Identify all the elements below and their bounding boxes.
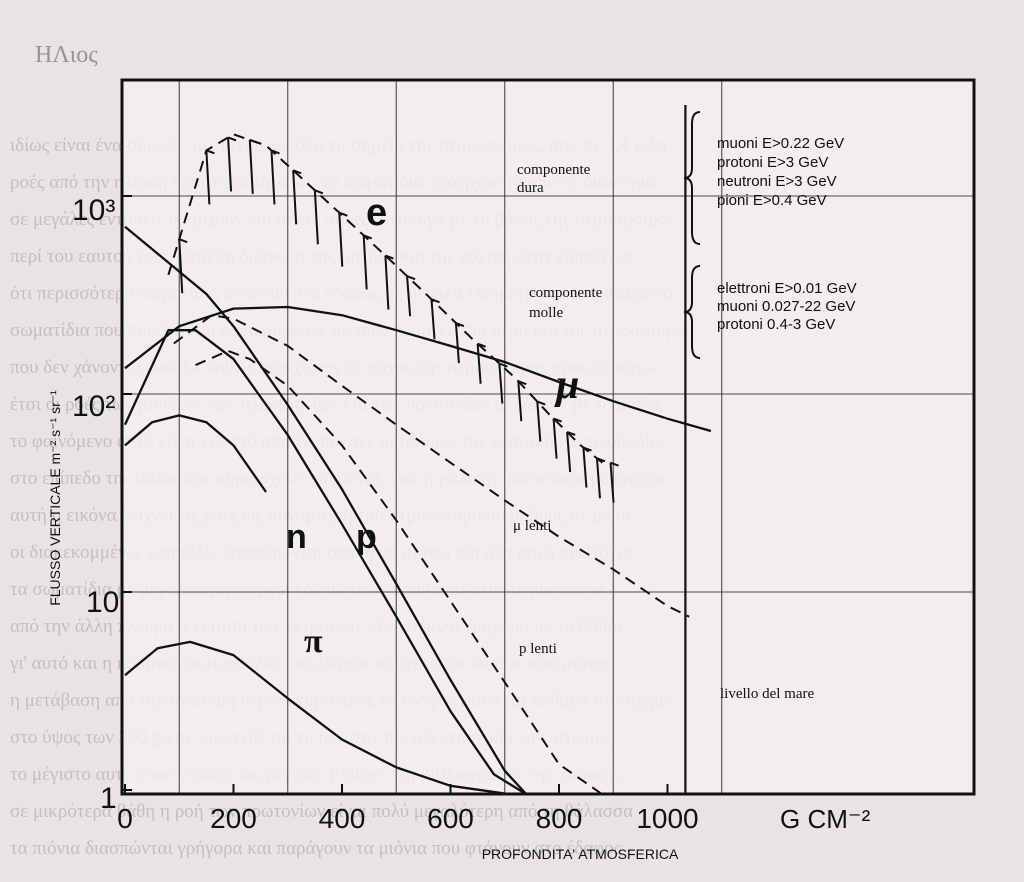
e-hatch-tick xyxy=(338,212,344,267)
e-hatch-cap xyxy=(596,457,606,463)
e-hatch-cap xyxy=(178,238,188,244)
e-hatch-tick xyxy=(476,343,482,384)
series-line-π xyxy=(124,640,538,796)
e-hatch-cap xyxy=(583,446,592,452)
soft-component-item: elettroni E>0.01 GeV xyxy=(717,280,857,297)
e-hatch-tick xyxy=(595,458,601,499)
y-tick-label: 10 xyxy=(86,586,119,619)
e-hatch-tick xyxy=(292,170,298,225)
soft-component-brace xyxy=(683,265,701,359)
hard-component-label: dura xyxy=(517,180,544,196)
e-hatch-tick xyxy=(384,255,390,310)
e-hatch-cap xyxy=(292,169,302,175)
scan-header-text: ΗΛιος xyxy=(35,42,98,68)
e-hatch-cap xyxy=(610,461,619,467)
series-label-mu-lenti: μ lenti xyxy=(513,518,551,534)
axis-labels: 0 200 400 600 800 1000 G CM⁻² 1 10 10² 10³ PROFONDI… xyxy=(47,194,871,862)
series-line-p-upper xyxy=(124,414,267,493)
series-line-n xyxy=(124,225,528,796)
series-label-pi: π xyxy=(304,623,323,660)
x-tick-label: 800 xyxy=(536,803,583,834)
hard-component-item: pioni E>0.4 GeV xyxy=(717,192,827,209)
e-hatch-tick xyxy=(178,239,184,294)
y-axis-title: FLUSSO VERTICALE m⁻² s⁻¹ sr⁻¹ xyxy=(47,390,63,606)
x-tick-label: 400 xyxy=(319,803,366,834)
background-text-line: σε μικρότερα βάθη η ροή των πρωτονίων εί… xyxy=(10,801,634,822)
series-line-μ xyxy=(124,305,712,433)
e-flux-hatch-marks xyxy=(178,136,619,503)
e-hatch-tick xyxy=(454,322,460,364)
e-hatch-tick xyxy=(517,381,523,422)
e-hatch-cap xyxy=(406,275,416,281)
x-unit-label: G CM⁻² xyxy=(780,804,871,834)
component-groups: componente dura muoni E>0.22 GeV protoni E>… xyxy=(517,111,857,359)
series-label-mu: μ xyxy=(554,362,579,408)
y-tick-label: 10³ xyxy=(72,194,115,227)
data-curves xyxy=(123,133,712,796)
x-tick-label: 0 xyxy=(117,803,133,834)
series-label-e: e xyxy=(366,192,387,234)
soft-component-item: muoni 0.027-22 GeV xyxy=(717,298,855,315)
e-hatch-cap xyxy=(477,342,486,348)
e-hatch-cap xyxy=(553,417,562,423)
series-line-μ-lenti xyxy=(173,314,690,618)
hard-component-item: protoni E>3 GeV xyxy=(717,154,828,171)
e-hatch-cap xyxy=(338,211,348,217)
hard-component-label: componente xyxy=(517,162,591,178)
sea-level-label: livello del mare xyxy=(720,686,814,702)
e-hatch-tick xyxy=(498,363,504,404)
soft-component-item: protoni 0.4-3 GeV xyxy=(717,316,835,333)
e-hatch-tick xyxy=(566,431,572,473)
x-tick-label: 1000 xyxy=(636,803,698,834)
series-line-p xyxy=(123,329,528,796)
e-hatch-tick xyxy=(313,190,319,245)
e-hatch-tick xyxy=(227,137,233,192)
series-label-p-lenti: p lenti xyxy=(519,641,557,657)
x-tick-label: 200 xyxy=(210,803,257,834)
hard-component-item: neutroni E>3 GeV xyxy=(717,173,837,190)
e-hatch-tick xyxy=(270,150,276,205)
e-hatch-cap xyxy=(566,431,576,436)
e-hatch-cap xyxy=(498,362,508,368)
y-tick-label: 1 xyxy=(100,782,117,815)
e-hatch-tick xyxy=(430,299,436,340)
e-hatch-cap xyxy=(227,136,237,142)
scan-header: ΗΛιος xyxy=(35,42,98,68)
e-hatch-cap xyxy=(249,138,259,144)
background-text-line: τα πιόνια διασπώνται γρήγορα και παράγου… xyxy=(10,838,622,859)
e-hatch-cap xyxy=(314,189,324,195)
e-hatch-tick xyxy=(406,276,412,317)
e-hatch-tick xyxy=(582,447,588,488)
e-hatch-tick xyxy=(248,139,254,194)
soft-component-label: componente xyxy=(529,285,603,301)
e-hatch-cap xyxy=(455,322,465,327)
curve-labels: e μ n p μ lenti p lenti π livello del mare xyxy=(286,192,814,702)
y-tick-label: 10² xyxy=(72,390,115,423)
e-hatch-cap xyxy=(536,400,546,406)
e-hatch-cap xyxy=(271,149,280,155)
series-line-e xyxy=(167,133,604,464)
plot-paper xyxy=(122,80,974,794)
plot-frame xyxy=(120,78,976,796)
soft-component-label: molle xyxy=(529,305,564,321)
x-tick-label: 600 xyxy=(427,803,474,834)
series-label-n: n xyxy=(286,518,307,556)
e-hatch-tick xyxy=(205,150,211,205)
series-label-p: p xyxy=(356,518,377,556)
e-hatch-tick xyxy=(536,401,542,442)
e-hatch-cap xyxy=(206,149,215,155)
hard-component-item: muoni E>0.22 GeV xyxy=(717,135,844,152)
hard-component-brace xyxy=(683,111,701,245)
e-hatch-cap xyxy=(431,298,440,304)
e-hatch-tick xyxy=(552,418,558,459)
e-hatch-tick xyxy=(609,462,615,503)
e-hatch-tick xyxy=(362,235,368,290)
e-hatch-cap xyxy=(385,254,394,260)
e-hatch-cap xyxy=(517,380,527,386)
e-hatch-cap xyxy=(363,234,373,240)
x-axis-title: PROFONDITA' ATMOSFERICA xyxy=(482,846,679,862)
series-line-p-lenti xyxy=(195,349,603,796)
